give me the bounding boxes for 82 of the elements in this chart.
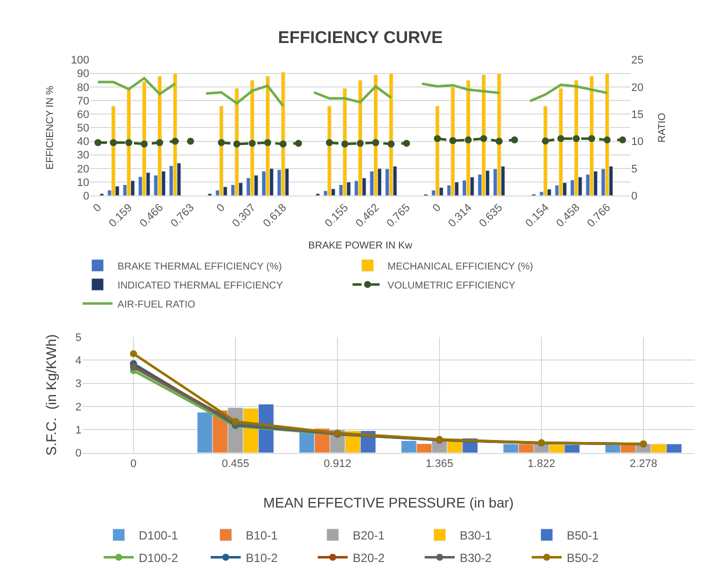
legend-label: B50-2 xyxy=(566,550,600,565)
y-axis-title: S.F.C. (in Kg/KWh) xyxy=(42,334,59,456)
point xyxy=(130,350,137,358)
legend-label: B30-1 xyxy=(460,528,492,543)
legend-label: MECHANICAL EFFICIENCY (%) xyxy=(388,261,534,272)
y2-tick-label: 10 xyxy=(631,136,644,148)
x-tick-label: 0 xyxy=(430,202,444,215)
y-tick-label: 2 xyxy=(75,401,82,414)
legend-label: B20-2 xyxy=(352,550,386,565)
bar xyxy=(482,74,486,196)
bar xyxy=(208,193,212,196)
bar xyxy=(342,88,347,196)
bar xyxy=(590,76,594,196)
y2-tick-label: 25 xyxy=(631,54,644,67)
y2-tick-label: 0 xyxy=(631,190,638,202)
y-tick-label: 80 xyxy=(76,82,90,94)
bar xyxy=(111,106,116,196)
bar xyxy=(388,73,394,196)
y2-tick-label: 5 xyxy=(631,163,638,176)
y2-tick-label: 15 xyxy=(631,108,644,121)
y-tick-label: 30 xyxy=(76,150,90,162)
y-tick-label: 100 xyxy=(70,54,90,67)
x-tick-label: 0 xyxy=(91,202,104,215)
x-axis-title: MEAN EFFECTIVE PRESSURE (in bar) xyxy=(263,494,514,510)
bar xyxy=(266,76,270,196)
y-tick-label: 0 xyxy=(75,448,82,460)
y2-axis-title: RATIO xyxy=(657,112,668,143)
legend-label: VOLUMETRIC EFFICIENCY xyxy=(388,280,516,292)
y-tick-label: 70 xyxy=(76,95,90,108)
bar xyxy=(157,76,162,196)
x-axis-title: BRAKE POWER IN Kw xyxy=(308,240,413,252)
y-tick-label: 60 xyxy=(76,108,90,121)
bar xyxy=(142,81,146,196)
x-tick-label: 0.455 xyxy=(222,458,250,470)
y-tick-label: 4 xyxy=(75,355,82,368)
legend-label: B10-2 xyxy=(246,550,278,565)
y-tick-label: 50 xyxy=(76,122,90,135)
bar xyxy=(543,106,548,196)
legend-label: BRAKE THERMAL EFFICIENCY (%) xyxy=(118,261,282,272)
bar xyxy=(234,88,239,196)
y-tick-label: 40 xyxy=(76,136,90,148)
legend-label: D100-2 xyxy=(138,550,178,565)
bar xyxy=(604,73,610,196)
bar xyxy=(574,80,578,196)
chart-title: EFFICIENCY CURVE xyxy=(278,28,443,47)
legend-label: D100-1 xyxy=(138,528,178,543)
legend-label: B20-1 xyxy=(352,528,386,543)
bar xyxy=(358,80,362,196)
y-tick-label: 0 xyxy=(83,190,90,202)
bar xyxy=(374,74,378,196)
bar xyxy=(219,106,224,196)
x-tick-label: 2.278 xyxy=(630,458,658,470)
bar xyxy=(327,106,332,196)
y-tick-label: 1 xyxy=(75,424,82,436)
bar xyxy=(100,193,104,196)
legend-label: INDICATED THERMAL EFFICIENCY xyxy=(118,280,284,292)
legend-label: B50-1 xyxy=(566,528,600,543)
y-tick-label: 10 xyxy=(76,176,90,189)
bar xyxy=(172,73,178,196)
x-tick-label: 0.912 xyxy=(324,458,352,470)
bar xyxy=(496,73,502,196)
y-axis-title: EFFICIENCY IN % xyxy=(44,86,56,170)
y2-tick-label: 20 xyxy=(631,82,644,94)
bar xyxy=(558,88,564,196)
y-tick-label: 20 xyxy=(76,163,90,176)
bar xyxy=(250,80,254,196)
legend-label: B30-2 xyxy=(460,550,492,565)
legend-label: B10-1 xyxy=(246,528,278,543)
bar xyxy=(316,193,320,196)
x-tick-label: 1.822 xyxy=(528,458,556,470)
x-tick-label: 0 xyxy=(130,458,137,470)
bar xyxy=(280,72,286,196)
bar xyxy=(126,89,131,196)
x-tick-label: 1.365 xyxy=(426,458,454,470)
x-tick-label: 0 xyxy=(214,202,228,215)
y-tick-label: 90 xyxy=(76,68,90,80)
y-tick-label: 5 xyxy=(75,332,82,344)
bar xyxy=(435,106,440,196)
y-tick-label: 3 xyxy=(75,378,82,390)
legend-label: AIR-FUEL RATIO xyxy=(118,299,196,310)
bar xyxy=(466,80,470,196)
bar xyxy=(450,86,456,196)
